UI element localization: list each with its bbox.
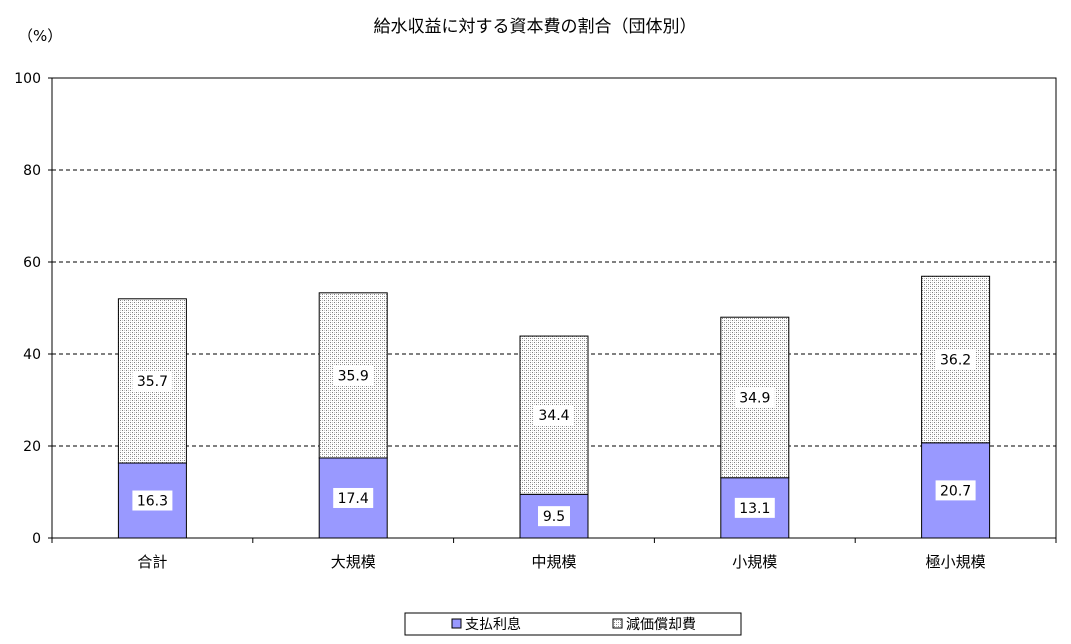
x-tick-label: 極小規模 bbox=[926, 553, 986, 571]
data-label-box bbox=[935, 349, 976, 370]
data-label: 9.5 bbox=[543, 509, 565, 525]
data-label-box bbox=[132, 490, 173, 511]
x-tick-label: 大規模 bbox=[331, 553, 376, 571]
y-tick-label: 40 bbox=[23, 347, 41, 363]
data-label-box bbox=[734, 497, 775, 518]
legend-swatch-interest bbox=[451, 618, 462, 629]
data-label: 16.3 bbox=[137, 494, 168, 510]
data-label-box bbox=[534, 405, 574, 426]
data-label: 13.1 bbox=[739, 501, 770, 517]
data-label-box bbox=[333, 487, 374, 508]
y-axis-ticks: 0 20 40 60 80 100 bbox=[14, 71, 52, 547]
data-label: 17.4 bbox=[338, 491, 369, 507]
y-tick-label: 0 bbox=[32, 531, 41, 547]
data-label-box bbox=[538, 506, 570, 527]
data-label-box bbox=[132, 370, 173, 391]
data-label-box bbox=[734, 387, 775, 408]
data-labels: 16.3 35.7 17.4 35.9 9.5 34.4 13.1 34.9 20.7 36.2 bbox=[132, 349, 976, 527]
chart-title: 給水収益に対する資本費の割合（団体別） bbox=[374, 17, 697, 37]
gridlines bbox=[52, 169, 1056, 447]
legend-box bbox=[404, 612, 742, 636]
bar-segment bbox=[519, 335, 589, 495]
x-tick-label: 中規模 bbox=[531, 553, 576, 571]
data-label-box bbox=[935, 480, 976, 501]
y-tick-label: 80 bbox=[23, 163, 41, 179]
bars bbox=[117, 275, 991, 539]
legend-swatch-depreciation bbox=[612, 618, 623, 629]
y-tick-label: 20 bbox=[23, 439, 41, 455]
data-label: 34.9 bbox=[739, 390, 770, 406]
x-axis-ticks: 合計 大規模 中規模 小規模 極小規模 bbox=[51, 538, 1057, 571]
legend-label-interest: 支払利息 bbox=[465, 616, 521, 633]
legend-label-depreciation: 減価償却費 bbox=[626, 616, 696, 633]
x-tick-label: 小規模 bbox=[732, 553, 777, 571]
data-label: 20.7 bbox=[940, 483, 971, 499]
legend: 支払利息 減価償却費 bbox=[404, 612, 742, 636]
data-label: 36.2 bbox=[940, 353, 971, 369]
data-label-box bbox=[333, 365, 374, 386]
data-label: 35.9 bbox=[338, 368, 369, 384]
y-axis-unit: （%） bbox=[18, 27, 62, 45]
y-tick-label: 100 bbox=[14, 71, 41, 87]
y-tick-label: 60 bbox=[23, 255, 41, 271]
data-label: 35.7 bbox=[137, 374, 168, 390]
x-tick-label: 合計 bbox=[137, 553, 167, 571]
data-label: 34.4 bbox=[538, 408, 569, 424]
